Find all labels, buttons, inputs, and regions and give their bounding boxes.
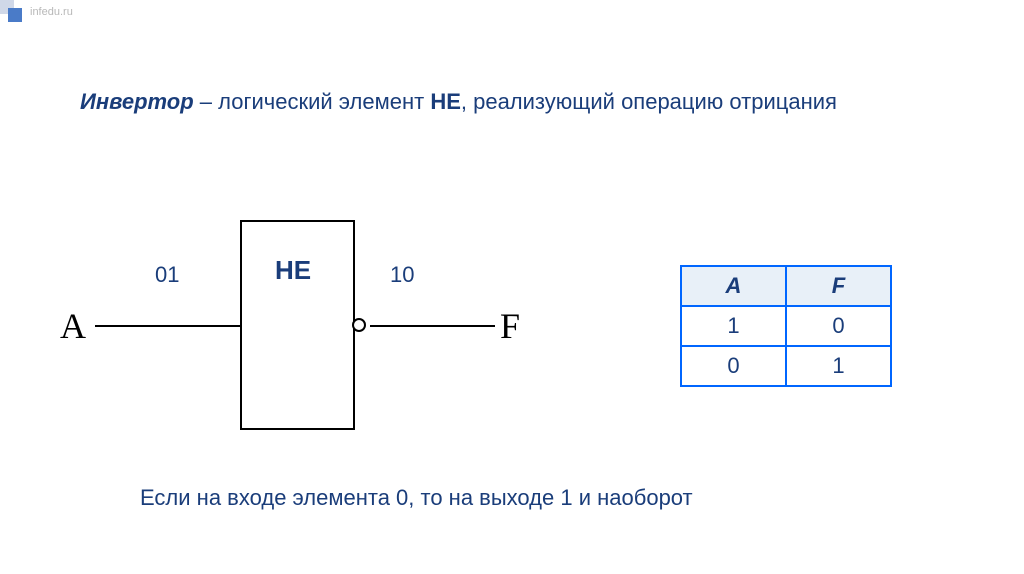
table-cell: 1	[681, 306, 786, 346]
watermark: infedu.ru	[30, 6, 73, 18]
definition-bold: НЕ	[430, 89, 461, 114]
output-wire	[370, 325, 495, 327]
table-row: 0 1	[681, 346, 891, 386]
gate-label: НЕ	[275, 255, 311, 286]
definition-term: Инвертор	[80, 89, 194, 114]
table-header-a: А	[681, 266, 786, 306]
table-header-f: F	[786, 266, 891, 306]
definition-rest: , реализующий операцию отрицания	[461, 89, 837, 114]
input-label: A	[60, 305, 86, 347]
table-cell: 0	[681, 346, 786, 386]
table-cell: 1	[786, 346, 891, 386]
truth-table: А F 1 0 0 1	[680, 265, 892, 387]
table-row: 1 0	[681, 306, 891, 346]
footer-note: Если на входе элемента 0, то на выходе 1…	[140, 485, 693, 511]
logic-gate-diagram: A 01 НЕ 10 F	[60, 200, 560, 450]
gate-box	[240, 220, 355, 430]
table-cell: 0	[786, 306, 891, 346]
output-value: 10	[390, 262, 414, 288]
definition-connector: – логический элемент	[194, 89, 431, 114]
definition-text: Инвертор – логический элемент НЕ, реализ…	[80, 85, 974, 118]
input-value: 01	[155, 262, 179, 288]
input-wire	[95, 325, 240, 327]
inversion-circle	[352, 318, 366, 332]
corner-decoration	[0, 0, 25, 25]
output-label: F	[500, 305, 520, 347]
table-header-row: А F	[681, 266, 891, 306]
